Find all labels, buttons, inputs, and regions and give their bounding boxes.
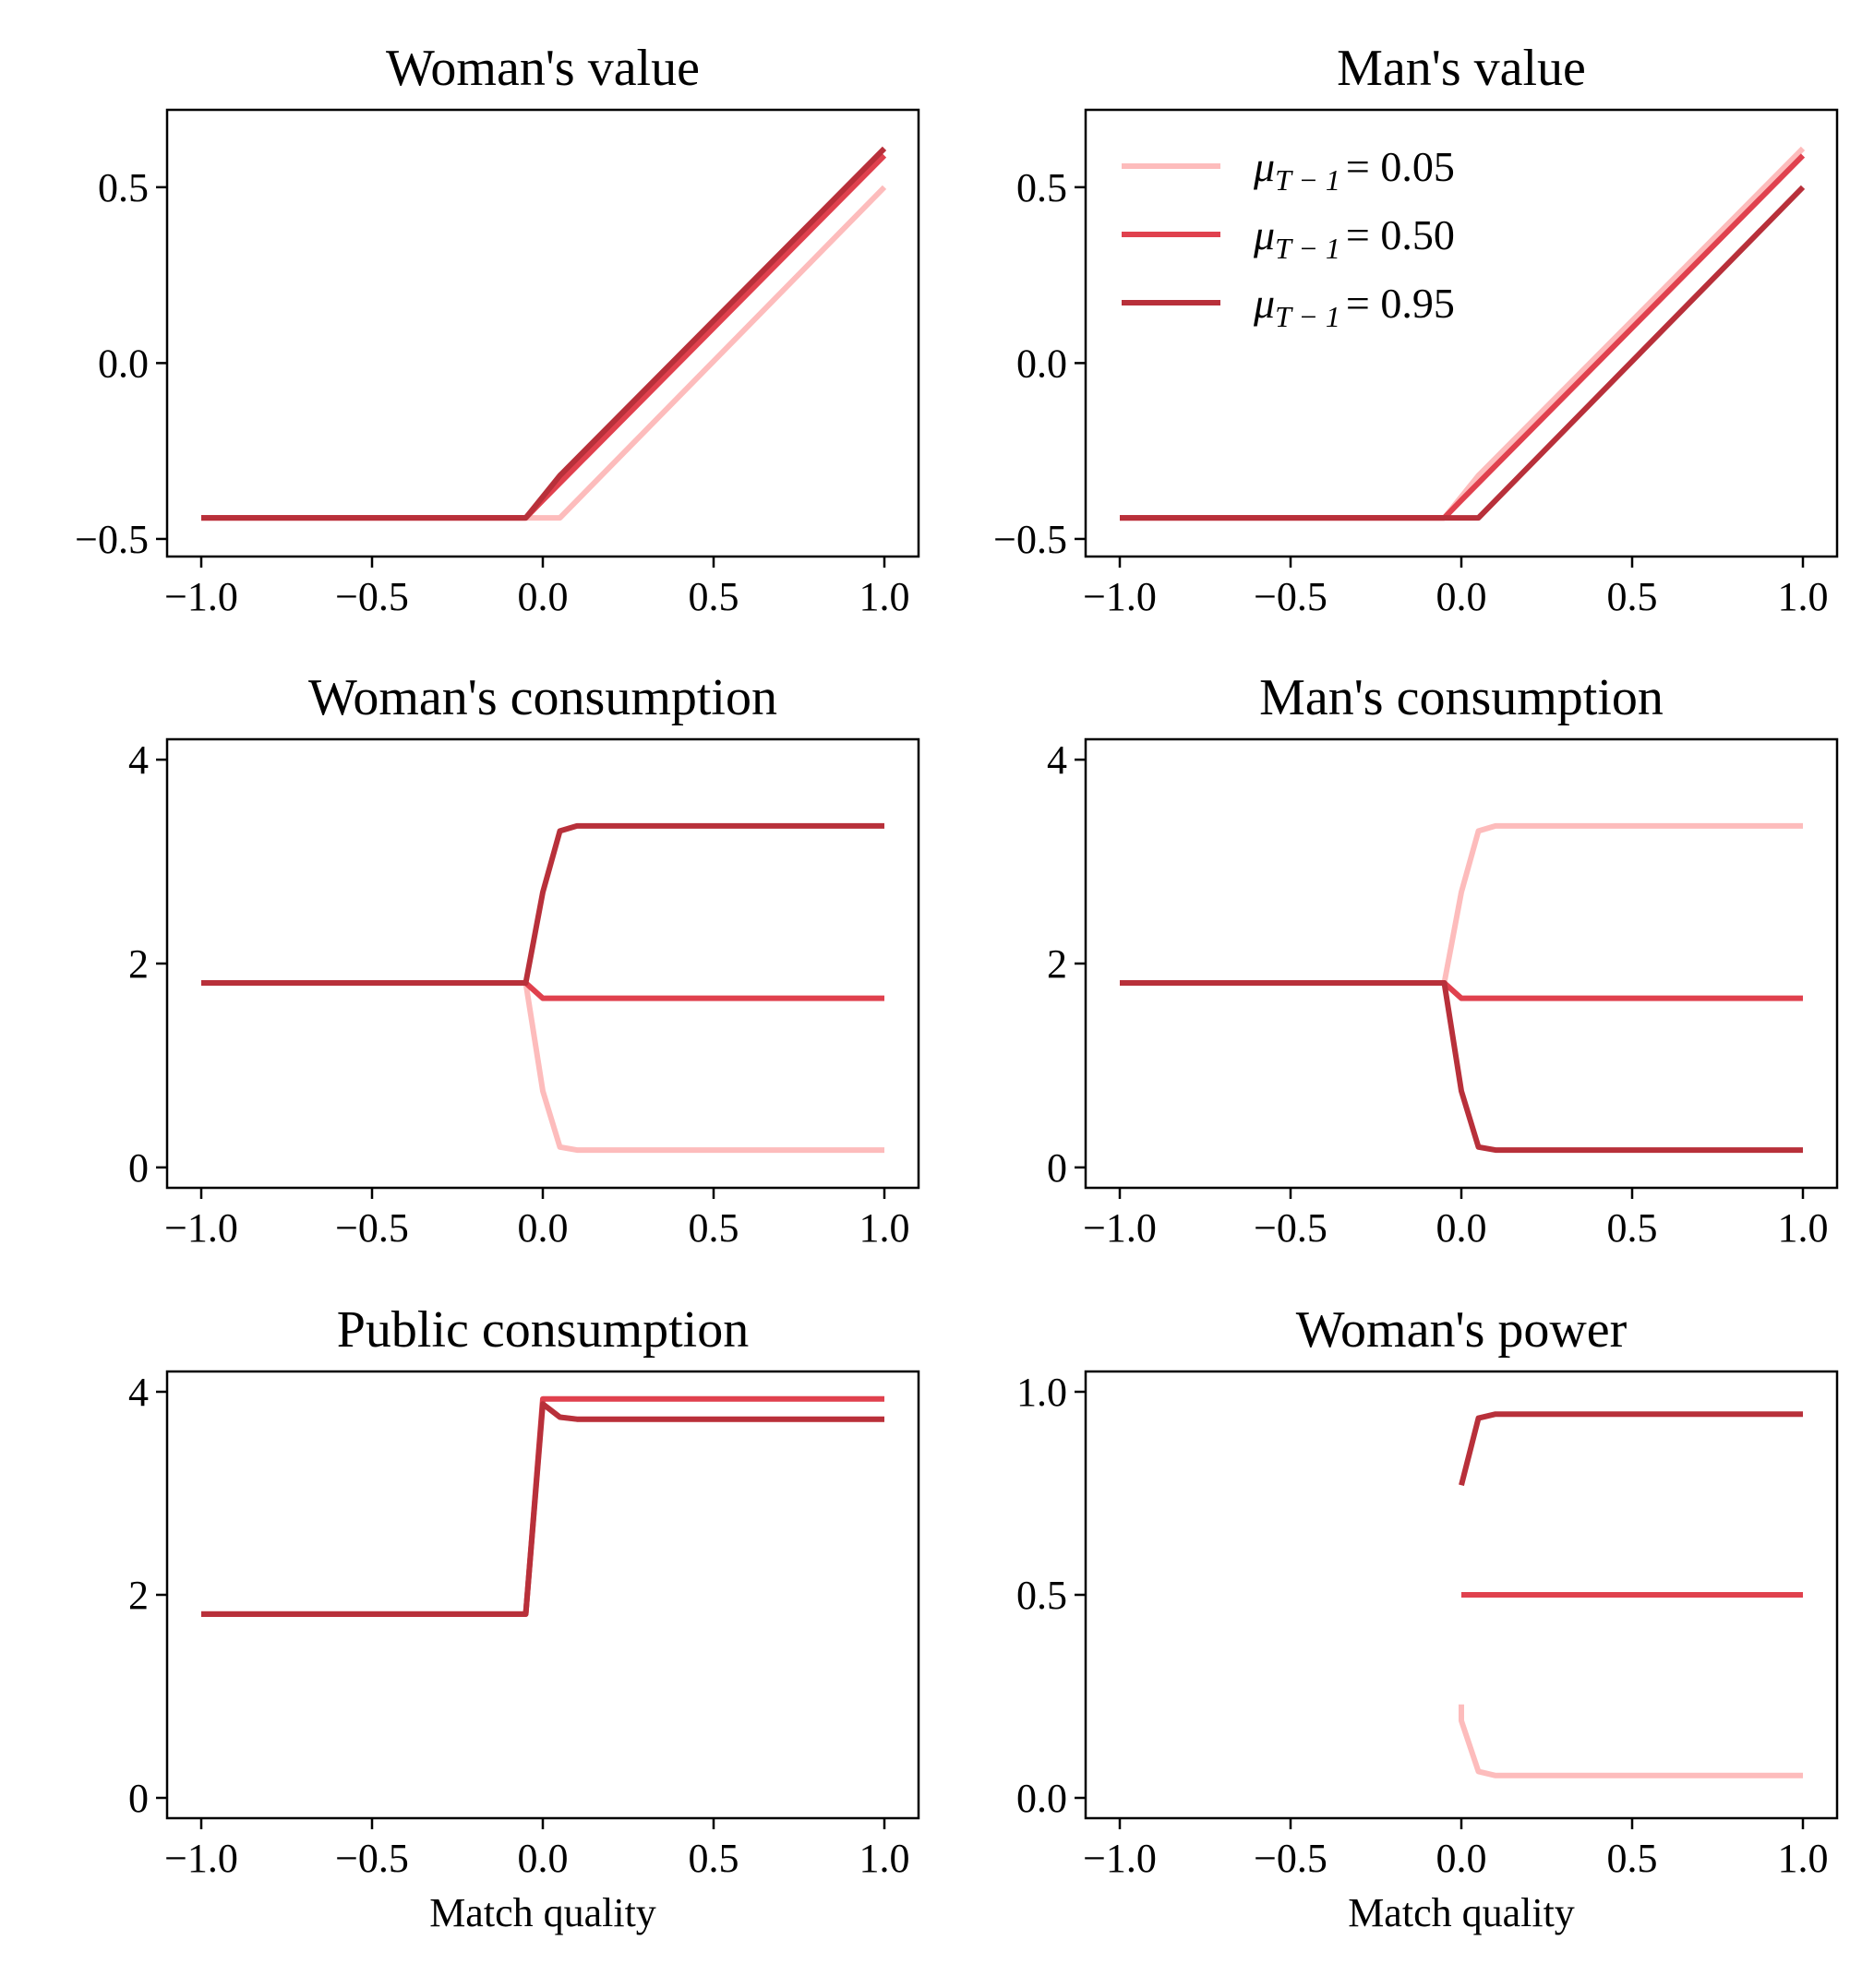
plot-frame	[165, 1370, 920, 1820]
legend-label: μT − 1 = 0.95	[1253, 280, 1455, 333]
series-line-1	[1459, 1704, 1803, 1778]
series-line-1	[201, 185, 887, 521]
y-tick-label: 2	[128, 941, 149, 987]
series-line-3	[201, 1401, 884, 1617]
y-tick-label: −0.5	[993, 517, 1067, 562]
x-tick-label: 0.5	[1607, 1205, 1658, 1251]
x-tick-label: −0.5	[1254, 1836, 1327, 1881]
x-axis-label: Match quality	[1348, 1890, 1575, 1935]
x-tick-label: 1.0	[1778, 574, 1829, 619]
series-line-1	[1120, 822, 1803, 986]
panel-title: Man's consumption	[1259, 669, 1664, 726]
series-line-3	[1459, 1411, 1803, 1486]
x-tick-label: −1.0	[164, 1205, 238, 1251]
x-tick-label: 0.5	[1607, 1836, 1658, 1881]
panel-4: −1.0 −0.5 0.0 0.5 1.0 0 2 4 Man's consumption	[1047, 669, 1839, 1251]
x-tick-label: −0.5	[335, 1836, 409, 1881]
y-tick-label: 0	[128, 1145, 149, 1191]
y-tick-label: 2	[1047, 941, 1067, 987]
panel-title: Woman's value	[386, 40, 700, 97]
x-tick-label: 0.0	[518, 1836, 569, 1881]
series-line-3	[1120, 980, 1803, 1154]
series-line-1	[1120, 146, 1806, 521]
x-axis-label: Match quality	[429, 1890, 656, 1935]
x-tick-label: 0.5	[689, 1836, 739, 1881]
x-tick-label: 0.0	[1436, 574, 1487, 619]
x-tick-label: −0.5	[1254, 1205, 1327, 1251]
y-tick-label: 0.0	[1016, 1776, 1067, 1821]
x-tick-label: −1.0	[1083, 1205, 1157, 1251]
x-tick-label: 1.0	[859, 574, 910, 619]
panel-title: Woman's consumption	[308, 669, 777, 726]
plot-frame	[165, 108, 920, 558]
panel-3: −1.0 −0.5 0.0 0.5 1.0 0 2 4 Woman's consumption	[128, 669, 920, 1251]
x-tick-label: −0.5	[335, 1205, 409, 1251]
x-tick-label: −1.0	[1083, 574, 1157, 619]
y-tick-label: 0.5	[1016, 165, 1067, 210]
series-line-2	[201, 153, 887, 521]
y-tick-label: 4	[128, 737, 149, 783]
x-tick-label: 0.0	[518, 1205, 569, 1251]
y-tick-label: 0.5	[1016, 1573, 1067, 1618]
y-tick-label: 4	[1047, 737, 1067, 783]
x-tick-label: 0.0	[1436, 1836, 1487, 1881]
x-tick-label: 0.0	[1436, 1205, 1487, 1251]
plot-frame	[1084, 108, 1839, 558]
panel-title: Man's value	[1337, 40, 1586, 97]
x-tick-label: 1.0	[1778, 1205, 1829, 1251]
panel-1: −1.0 −0.5 0.0 0.5 1.0 −0.5 0.0 0.5 Woman's value	[75, 40, 920, 619]
series-line-3	[201, 146, 887, 521]
y-tick-label: 2	[128, 1573, 149, 1618]
y-tick-label: 0.0	[1016, 341, 1067, 386]
x-tick-label: −1.0	[164, 574, 238, 619]
legend-label: μT − 1 = 0.50	[1253, 211, 1455, 265]
x-tick-label: 1.0	[859, 1205, 910, 1251]
panel-2: −1.0 −0.5 0.0 0.5 1.0 −0.5 0.0 0.5 Man's value μT…	[993, 40, 1839, 619]
y-tick-label: −0.5	[75, 517, 149, 562]
series-line-1	[201, 980, 884, 1154]
x-tick-label: −1.0	[1083, 1836, 1157, 1881]
x-tick-label: 0.5	[689, 574, 739, 619]
x-tick-label: 0.5	[689, 1205, 739, 1251]
x-tick-label: −1.0	[164, 1836, 238, 1881]
series-line-3	[1120, 185, 1806, 521]
x-tick-label: 1.0	[1778, 1836, 1829, 1881]
y-tick-label: 0	[1047, 1145, 1067, 1191]
panel-5: −1.0 −0.5 0.0 0.5 1.0 0 2 4 Public consumption Ma…	[128, 1301, 920, 1935]
legend-label: μT − 1 = 0.05	[1253, 143, 1455, 197]
x-tick-label: 1.0	[859, 1836, 910, 1881]
series-line-3	[201, 822, 884, 986]
y-tick-label: 1.0	[1016, 1370, 1067, 1415]
panel-title: Woman's power	[1296, 1301, 1628, 1359]
x-tick-label: 0.0	[518, 574, 569, 619]
y-tick-label: 0	[128, 1776, 149, 1821]
plot-frame	[1084, 737, 1839, 1190]
plot-frame	[165, 737, 920, 1190]
series-line-2	[1120, 153, 1806, 521]
panel-title: Public consumption	[337, 1301, 749, 1359]
y-tick-label: 0.5	[98, 165, 149, 210]
x-tick-label: −0.5	[335, 574, 409, 619]
y-tick-label: 4	[128, 1370, 149, 1415]
x-tick-label: −0.5	[1254, 574, 1327, 619]
panel-6: −1.0 −0.5 0.0 0.5 1.0 0.0 0.5 1.0 Woman's power M…	[1016, 1301, 1839, 1935]
x-tick-label: 0.5	[1607, 574, 1658, 619]
legend: μT − 1 = 0.05 μT − 1 = 0.50 μT − 1 = 0.95	[1122, 143, 1455, 333]
y-tick-label: 0.0	[98, 341, 149, 386]
